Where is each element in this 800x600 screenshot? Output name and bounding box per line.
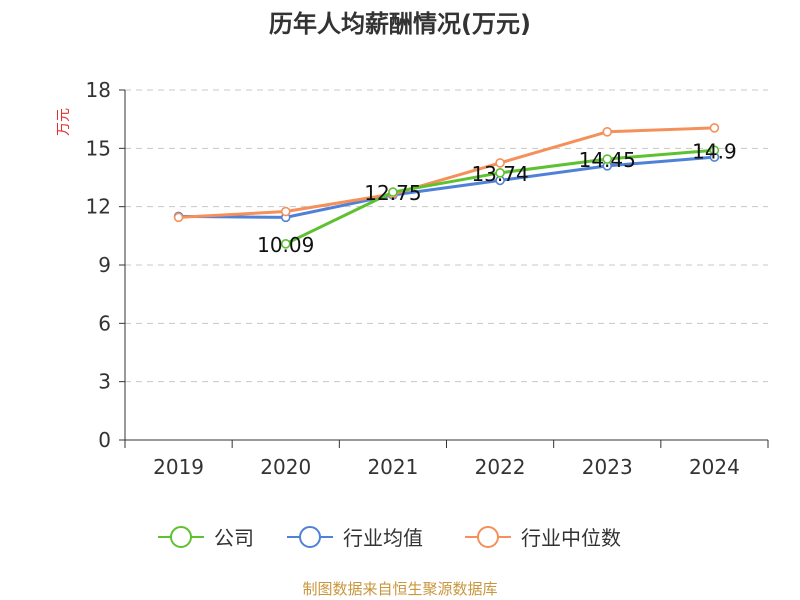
data-point[interactable]: [173, 212, 184, 223]
legend-label: 行业中位数: [521, 526, 621, 550]
x-tick-label: 2020: [260, 455, 311, 479]
data-point[interactable]: [602, 127, 613, 137]
y-tick-label: 18: [86, 78, 111, 102]
legend-item-2[interactable]: 行业中位数: [465, 526, 621, 550]
data-point[interactable]: [709, 123, 720, 133]
legend-marker: [477, 526, 499, 548]
data-point[interactable]: [495, 158, 505, 168]
y-tick-label: 3: [98, 370, 111, 394]
series-line: [178, 126, 715, 219]
x-tick-label: 2022: [475, 455, 526, 479]
data-label: 13.74: [471, 162, 528, 186]
x-tick-labels: 2019 2020 2021 2022 2023 2024: [153, 455, 740, 479]
y-tick-label: 12: [86, 195, 111, 219]
y-tick-label: 6: [98, 311, 111, 335]
legend-item-1[interactable]: 行业均值: [287, 526, 423, 550]
legend-marker: [299, 526, 321, 548]
source-note: 制图数据来自恒生聚源数据库: [302, 580, 498, 598]
y-tick-label: 15: [86, 136, 111, 160]
axes: [119, 89, 769, 448]
series-layer: [173, 123, 720, 249]
grid-lines: [125, 89, 768, 383]
y-axis-unit: 万元: [56, 108, 72, 136]
series-0: [280, 145, 720, 249]
x-tick-label: 2019: [153, 455, 204, 479]
legend-item-0[interactable]: 公司: [158, 526, 254, 550]
x-tick-label: 2024: [689, 455, 740, 479]
chart-title: 历年人均薪酬情况(万元): [269, 10, 531, 38]
data-labels: 10.09 12.75 13.74 14.45 14.9: [257, 139, 737, 257]
data-label: 12.75: [364, 181, 421, 205]
legend-label: 公司: [214, 526, 254, 550]
legend: 公司 行业均值 行业中位数: [158, 526, 621, 550]
data-label: 10.09: [257, 233, 314, 257]
data-point[interactable]: [495, 168, 505, 178]
data-point[interactable]: [388, 187, 398, 197]
data-point[interactable]: [280, 206, 291, 217]
legend-marker: [170, 526, 192, 548]
data-point[interactable]: [709, 145, 720, 156]
y-tick-labels: 0 3 6 9 12 15 18: [86, 78, 111, 452]
data-point[interactable]: [280, 239, 291, 249]
series-1: [173, 152, 720, 223]
x-tick-label: 2021: [367, 455, 418, 479]
data-label: 14.9: [692, 139, 737, 163]
data-label: 14.45: [579, 148, 636, 172]
legend-label: 行业均值: [343, 526, 423, 550]
x-tick-label: 2023: [582, 455, 633, 479]
y-tick-label: 0: [98, 428, 111, 452]
y-tick-label: 9: [98, 253, 111, 277]
series-line: [178, 155, 715, 219]
data-point[interactable]: [602, 154, 613, 164]
